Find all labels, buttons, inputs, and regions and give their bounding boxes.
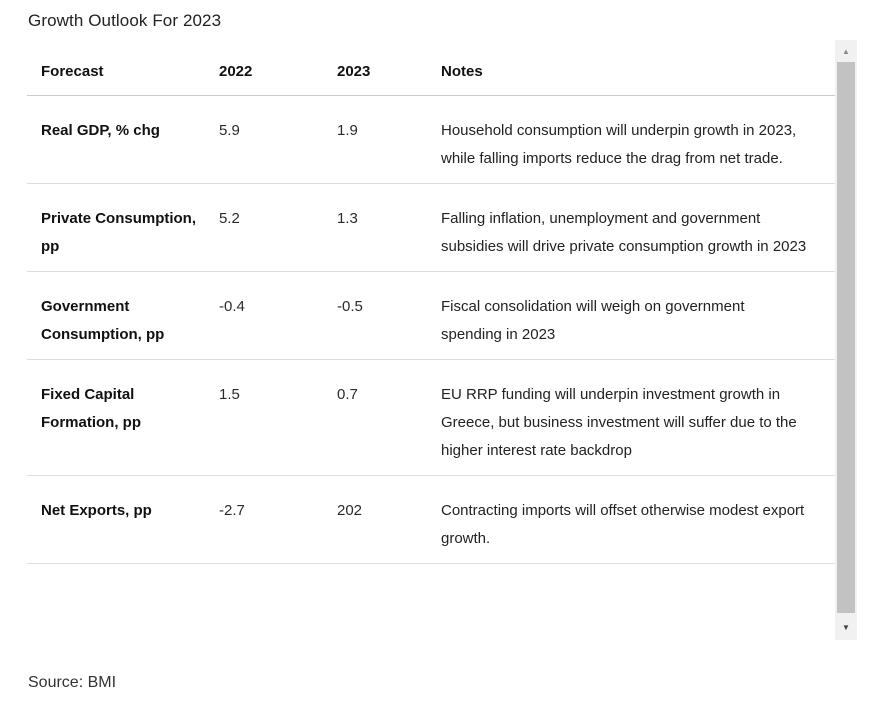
value-2023: 1.9 [337, 122, 358, 139]
column-header-notes: Notes [441, 63, 483, 80]
row-label: Government Consumption, pp [41, 298, 165, 343]
source-note: Source: BMI [28, 674, 117, 691]
table-row: Net Exports, pp -2.7 202 Contracting import… [27, 476, 835, 564]
row-label: Private Consumption, pp [41, 210, 197, 255]
row-notes: EU RRP funding will underpin investment … [441, 386, 797, 459]
value-2022: 5.9 [219, 122, 240, 139]
table-row: Private Consumption, pp 5.2 1.3 Falling inf… [27, 184, 835, 272]
row-notes: Falling inflation, unemployment and gove… [441, 210, 807, 255]
value-2022: 1.5 [219, 386, 240, 403]
value-2023: 0.7 [337, 386, 358, 403]
value-2023: 202 [337, 502, 363, 519]
value-2022: -0.4 [219, 298, 245, 315]
column-header-2022: 2022 [219, 63, 253, 80]
row-notes: Contracting imports will offset otherwis… [441, 502, 805, 547]
table-row: Real GDP, % chg 5.9 1.9 Household consumpti… [27, 96, 835, 184]
table-row: Government Consumption, pp -0.4 -0.5 Fiscal… [27, 272, 835, 360]
row-label: Net Exports, pp [41, 502, 152, 519]
scrollbar-thumb[interactable] [837, 62, 855, 613]
column-header-forecast: Forecast [41, 63, 104, 80]
chevron-down-icon: ▼ [842, 622, 850, 632]
row-notes: Fiscal consolidation will weigh on gover… [441, 298, 745, 343]
vertical-scrollbar[interactable]: ▲ ▼ [835, 40, 857, 640]
chevron-up-icon: ▲ [842, 46, 850, 56]
row-notes: Household consumption will underpin grow… [441, 122, 797, 167]
value-2022: 5.2 [219, 210, 240, 227]
column-header-2023: 2023 [337, 63, 371, 80]
table-row: Fixed Capital Formation, pp 1.5 0.7 EU RRP … [27, 360, 835, 476]
value-2023: 1.3 [337, 210, 358, 227]
row-label: Fixed Capital Formation, pp [41, 386, 141, 431]
table-body: Real GDP, % chg 5.9 1.9 Household consumpti… [27, 96, 835, 564]
forecast-table: Forecast 2022 2023 Notes Real GDP, % chg… [27, 40, 857, 640]
value-2022: -2.7 [219, 502, 245, 519]
row-label: Real GDP, % chg [41, 122, 160, 139]
value-2023: -0.5 [337, 298, 363, 315]
table-header-row: Forecast 2022 2023 Notes [27, 40, 835, 96]
page-title: Growth Outlook For 2023 [28, 11, 222, 30]
scroll-up-button[interactable]: ▲ [835, 40, 857, 62]
scroll-down-button[interactable]: ▼ [835, 614, 857, 640]
